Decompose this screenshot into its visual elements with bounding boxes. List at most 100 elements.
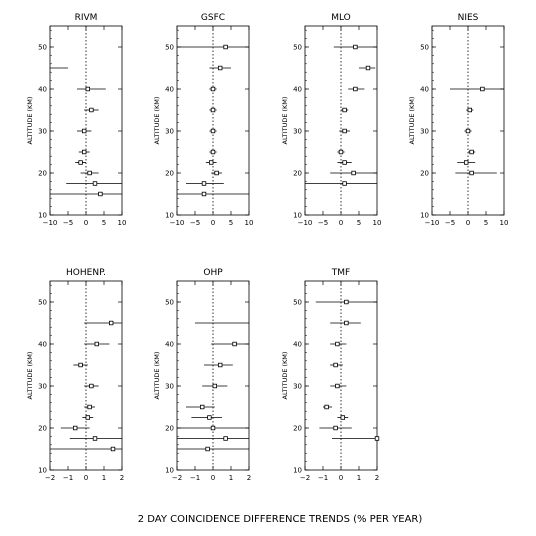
data-point [87, 170, 92, 176]
data-point [342, 107, 347, 113]
y-tick-label: 40 [165, 86, 174, 94]
x-tick-label: −10 [43, 219, 58, 227]
panel-hohenp: HOHENP. 10 20 30 40 50 −2 −1 0 1 2 ALTITUDE (KM) [26, 268, 124, 482]
data-point [338, 149, 344, 155]
x-tick-label: 2 [375, 474, 379, 482]
y-tick-label: 30 [165, 128, 174, 136]
data-point [82, 128, 87, 134]
y-axis-label: ALTITUDE (KM) [26, 97, 34, 145]
x-tick-label: 10 [500, 219, 509, 227]
data-point [333, 425, 338, 431]
data-point [210, 425, 216, 431]
x-tick-label: 0 [84, 219, 88, 227]
y-tick-label: 40 [38, 341, 47, 349]
data-point [208, 160, 214, 165]
x-tick-label: 1 [102, 474, 106, 482]
panel-rivm: RIVM 10 20 30 40 50 −10 −5 0 5 10 ALTITUDE (KM) [26, 13, 126, 227]
y-tick-label: 20 [165, 425, 174, 433]
data-point [342, 160, 347, 165]
y-tick-label: 40 [293, 341, 302, 349]
x-tick-label: −2 [172, 474, 182, 482]
data-point [374, 436, 380, 441]
data-point [469, 170, 474, 176]
y-tick-label: 30 [38, 128, 47, 136]
x-tick-label: −2 [45, 474, 55, 482]
data-point [365, 65, 371, 71]
x-tick-label: 0 [211, 474, 215, 482]
panel-title: NIES [458, 13, 479, 23]
x-tick-label: 2 [247, 474, 251, 482]
data-point [469, 149, 474, 155]
data-point [98, 191, 103, 197]
panel-mlo: MLO 10 20 30 40 50 −10 −5 0 5 10 ALTITUDE (KM) [281, 13, 381, 227]
data-point [110, 446, 116, 452]
y-tick-label: 30 [38, 383, 47, 391]
x-tick-label: 10 [118, 219, 127, 227]
y-tick-label: 40 [420, 86, 429, 94]
data-point [351, 170, 356, 176]
figure-caption: 2 DAY COINCIDENCE DIFFERENCE TRENDS (% P… [138, 514, 423, 525]
y-tick-label: 10 [293, 212, 302, 220]
data-point [342, 181, 347, 186]
x-tick-label: −5 [63, 219, 73, 227]
y-tick-label: 10 [165, 467, 174, 475]
y-tick-label: 10 [38, 467, 47, 475]
y-tick-label: 20 [165, 170, 174, 178]
x-tick-label: −5 [190, 219, 200, 227]
x-tick-label: −1 [63, 474, 73, 482]
x-tick-label: −1 [190, 474, 200, 482]
data-point [210, 149, 216, 155]
y-tick-label: 10 [38, 212, 47, 220]
y-tick-label: 10 [165, 212, 174, 220]
data-point [217, 362, 223, 368]
data-point [340, 415, 345, 420]
y-tick-label: 20 [38, 425, 47, 433]
x-tick-label: −1 [318, 474, 328, 482]
data-point [353, 86, 358, 92]
x-tick-label: −10 [425, 219, 440, 227]
x-tick-label: 0 [211, 219, 215, 227]
x-tick-label: 5 [484, 219, 488, 227]
x-tick-label: 5 [102, 219, 106, 227]
x-tick-label: 10 [373, 219, 382, 227]
panel-tmf: TMF 10 20 30 40 50 −2 −1 0 1 2 ALTITUDE (KM) [281, 268, 379, 482]
x-tick-label: −2 [300, 474, 310, 482]
data-point [353, 44, 358, 50]
y-tick-label: 10 [420, 212, 429, 220]
data-point [207, 415, 212, 420]
data-point [212, 383, 217, 389]
y-tick-label: 30 [293, 128, 302, 136]
x-tick-label: −10 [298, 219, 313, 227]
data-point [210, 128, 216, 134]
data-point [89, 383, 94, 389]
panel-title: RIVM [75, 13, 98, 23]
data-point [89, 107, 94, 113]
data-point [344, 299, 349, 305]
y-axis-label: ALTITUDE (KM) [26, 352, 34, 400]
data-point [480, 86, 485, 92]
x-tick-label: 1 [229, 474, 233, 482]
panel-title: HOHENP. [66, 268, 106, 278]
x-tick-label: 0 [84, 474, 88, 482]
y-axis-label: ALTITUDE (KM) [153, 97, 161, 145]
y-tick-label: 30 [293, 383, 302, 391]
data-point [82, 149, 87, 155]
data-point [210, 107, 216, 113]
x-tick-label: 0 [339, 219, 343, 227]
y-axis-label: ALTITUDE (KM) [281, 97, 289, 145]
y-tick-label: 30 [420, 128, 429, 136]
x-tick-label: 2 [120, 474, 124, 482]
y-tick-label: 40 [293, 86, 302, 94]
data-point [92, 436, 98, 441]
x-tick-label: −5 [445, 219, 455, 227]
data-point [467, 107, 472, 113]
data-point [73, 425, 78, 431]
y-tick-label: 50 [165, 44, 174, 52]
data-point [78, 362, 83, 368]
data-point [199, 404, 205, 410]
panel-title: OHP [203, 268, 223, 278]
data-point [87, 404, 92, 410]
y-tick-label: 50 [38, 299, 47, 307]
